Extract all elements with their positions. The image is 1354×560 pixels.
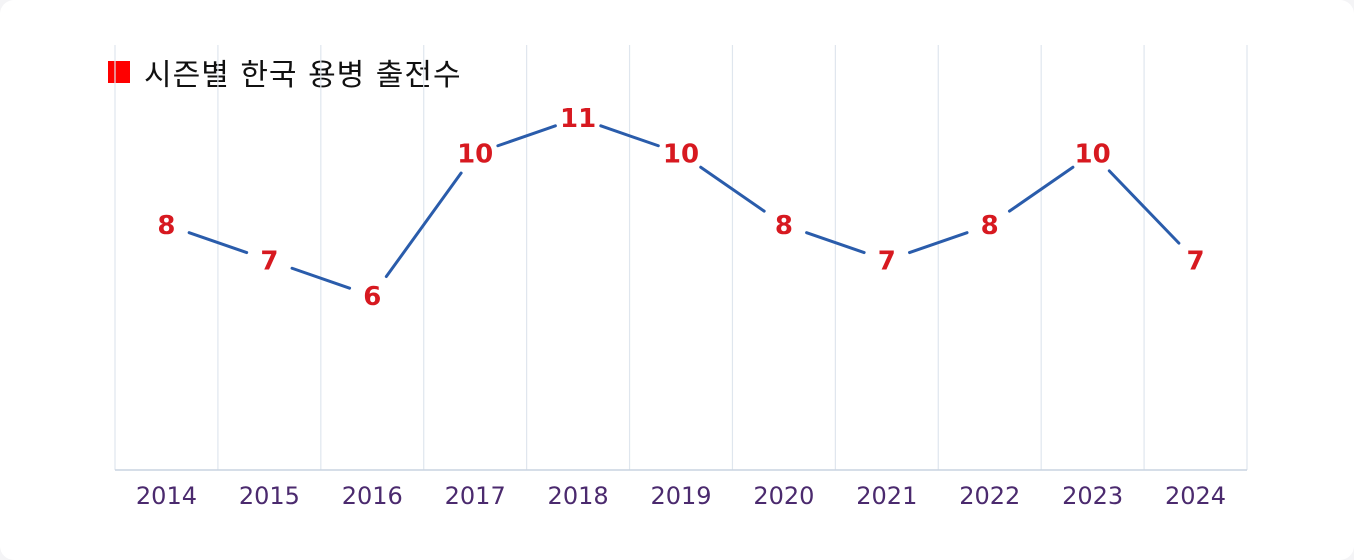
- legend: 시즌별 한국 용병 출전수: [108, 50, 462, 94]
- legend-swatch: [108, 61, 130, 83]
- x-tick-label: 2017: [445, 482, 506, 510]
- x-tick-label: 2016: [342, 482, 403, 510]
- x-tick-label: 2020: [753, 482, 814, 510]
- series-line-segment: [805, 231, 866, 255]
- x-tick-label: 2021: [856, 482, 917, 510]
- x-tick-label: 2014: [136, 482, 197, 510]
- data-label: 7: [878, 246, 896, 276]
- series-line-segment: [1007, 165, 1075, 213]
- data-labels: 8 7 6 10 11 10 8 7 8 10 7: [157, 104, 1204, 312]
- data-label: 10: [663, 140, 699, 170]
- data-label: 7: [260, 246, 278, 276]
- series-line-segment: [187, 231, 249, 255]
- series-line-segment: [1107, 169, 1181, 245]
- grid: [114, 45, 1248, 471]
- x-tick-label: 2024: [1165, 482, 1226, 510]
- data-label: 6: [363, 282, 381, 312]
- series-line-segment: [907, 231, 969, 255]
- legend-label: 시즌별 한국 용병 출전수: [144, 58, 462, 93]
- data-label: 10: [457, 140, 493, 170]
- x-tick-label: 2018: [548, 482, 609, 510]
- series-line-segment: [290, 266, 352, 290]
- data-label: 11: [560, 104, 596, 134]
- data-label: 10: [1075, 140, 1111, 170]
- x-tick-label: 2022: [959, 482, 1020, 510]
- data-label: 8: [775, 211, 793, 241]
- series-line-segment: [384, 171, 463, 279]
- series-lines: [187, 124, 1181, 290]
- data-label: 8: [157, 211, 175, 241]
- x-tick-label: 2019: [650, 482, 711, 510]
- series-line-segment: [496, 124, 557, 148]
- x-axis-ticks: 2014 2015 2016 2017 2018 2019 2020 2021 2022 2023…: [136, 482, 1226, 510]
- data-label: 8: [981, 211, 999, 241]
- series-line-segment: [599, 124, 660, 148]
- data-label: 7: [1186, 246, 1204, 276]
- x-tick-label: 2023: [1062, 482, 1123, 510]
- series-line-segment: [699, 165, 766, 213]
- x-tick-label: 2015: [239, 482, 300, 510]
